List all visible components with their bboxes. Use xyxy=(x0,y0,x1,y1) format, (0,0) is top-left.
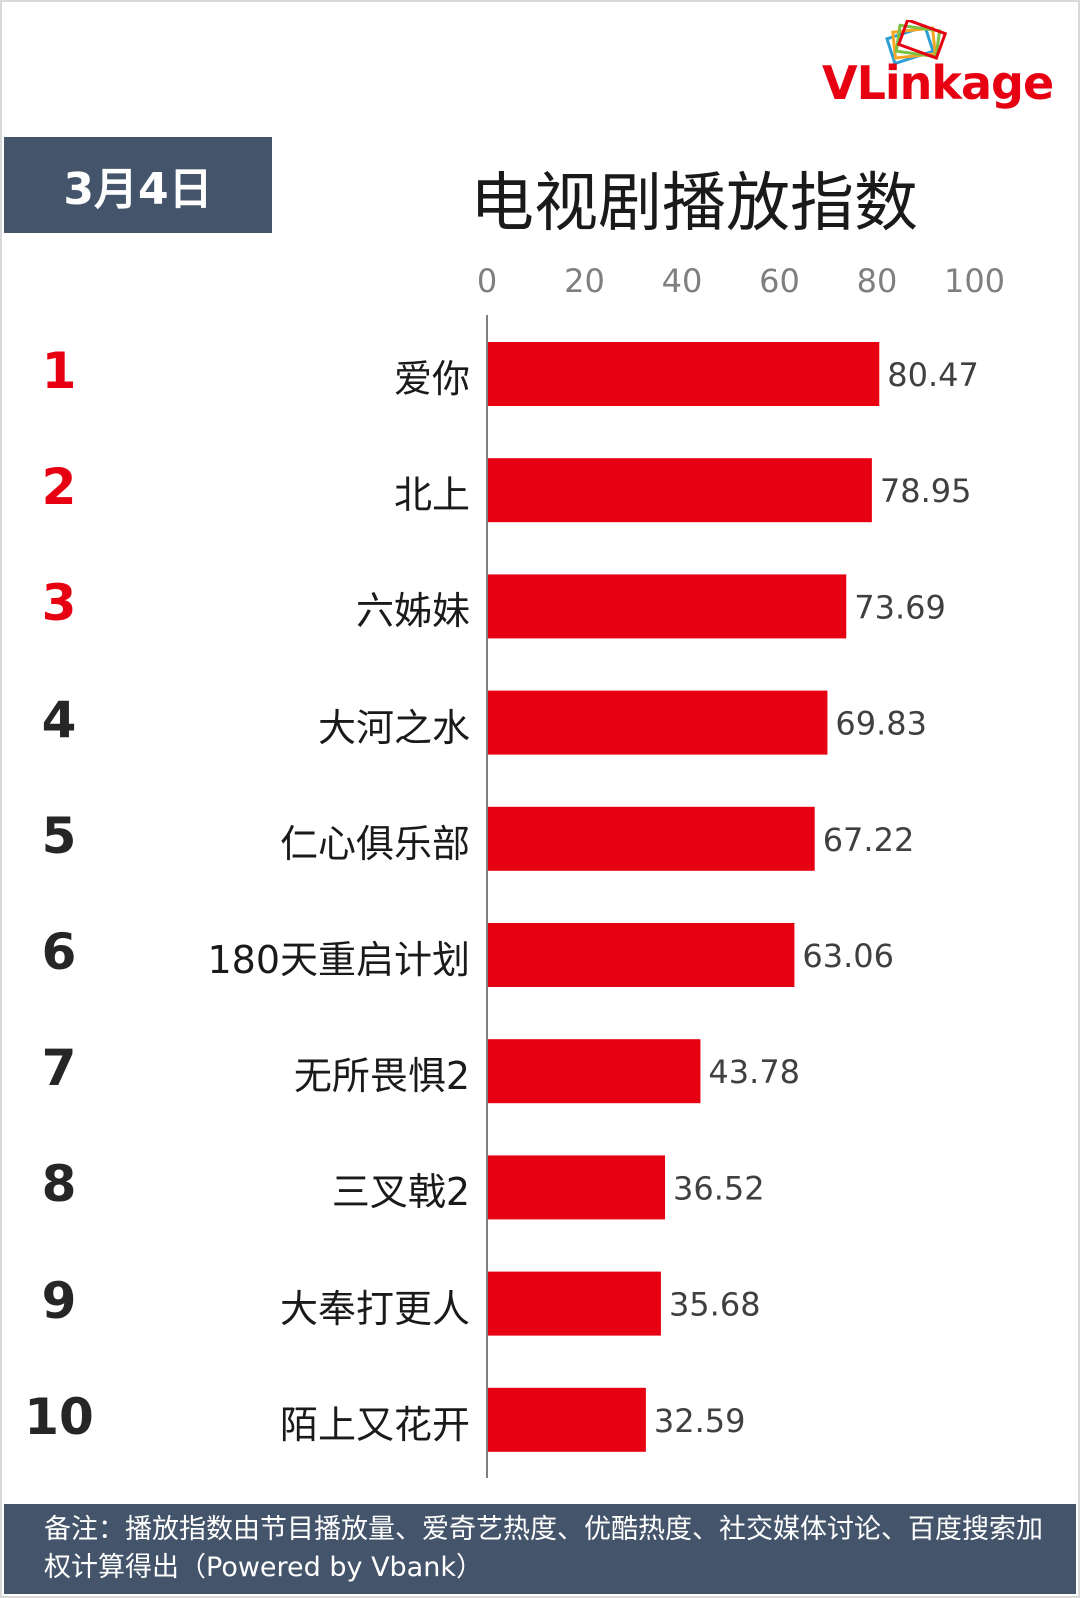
value-label: 69.83 xyxy=(835,705,927,743)
logo-text: VLinkage xyxy=(822,56,1054,110)
rank-number: 2 xyxy=(41,458,77,517)
bar-2 xyxy=(487,458,872,523)
rank-number: 8 xyxy=(41,1155,77,1214)
x-tick-label: 100 xyxy=(944,262,1005,300)
date-badge: 3月4日 xyxy=(4,137,272,233)
bar-10 xyxy=(487,1387,646,1452)
category-label: 陌上又花开 xyxy=(279,1402,470,1447)
x-tick-label: 60 xyxy=(759,262,800,300)
category-label: 大奉打更人 xyxy=(279,1286,470,1331)
value-label: 67.22 xyxy=(823,821,915,859)
rank-number: 4 xyxy=(41,690,77,749)
bar-7 xyxy=(487,1039,701,1104)
rank-number: 3 xyxy=(41,574,77,633)
rank-number: 5 xyxy=(41,806,77,865)
rank-number: 7 xyxy=(41,1039,77,1098)
rank-number: 10 xyxy=(24,1387,94,1446)
category-label: 三叉戟2 xyxy=(331,1170,470,1215)
x-tick-label: 80 xyxy=(857,262,898,300)
category-label: 爱你 xyxy=(393,357,470,401)
value-label: 78.95 xyxy=(880,472,972,510)
value-label: 43.78 xyxy=(708,1053,800,1091)
bar-8 xyxy=(487,1155,666,1220)
category-label: 无所畏惧2 xyxy=(293,1054,470,1099)
value-label: 32.59 xyxy=(654,1402,746,1440)
value-label: 80.47 xyxy=(887,356,979,394)
vlinkage-logo: VLinkage xyxy=(822,20,1072,120)
bar-3 xyxy=(487,574,847,639)
logo-frames-icon xyxy=(885,20,948,66)
x-tick-label: 40 xyxy=(662,262,703,300)
value-label: 36.52 xyxy=(673,1169,765,1207)
value-label: 35.68 xyxy=(669,1286,761,1324)
category-label: 大河之水 xyxy=(317,705,470,750)
value-label: 63.06 xyxy=(802,937,894,975)
bar-4 xyxy=(487,690,828,755)
bar-1 xyxy=(487,342,880,406)
footnote: 备注：播放指数由节目播放量、爱奇艺热度、优酷热度、社交媒体讨论、百度搜索加权计算… xyxy=(4,1504,1076,1594)
category-label: 六姊妹 xyxy=(355,589,470,634)
bar-5 xyxy=(487,806,815,871)
category-label: 180天重启计划 xyxy=(207,938,470,982)
chart-title: 电视剧播放指数 xyxy=(470,167,918,241)
category-label: 仁心俱乐部 xyxy=(279,821,470,866)
x-tick-label: 0 xyxy=(477,262,497,300)
rank-number: 6 xyxy=(41,923,77,981)
rank-number: 9 xyxy=(41,1271,77,1330)
bar-6 xyxy=(487,923,795,987)
value-label: 73.69 xyxy=(854,588,946,626)
bar-9 xyxy=(487,1271,661,1336)
category-label: 北上 xyxy=(393,473,470,518)
x-tick-label: 20 xyxy=(564,262,605,300)
rank-number: 1 xyxy=(41,342,77,400)
